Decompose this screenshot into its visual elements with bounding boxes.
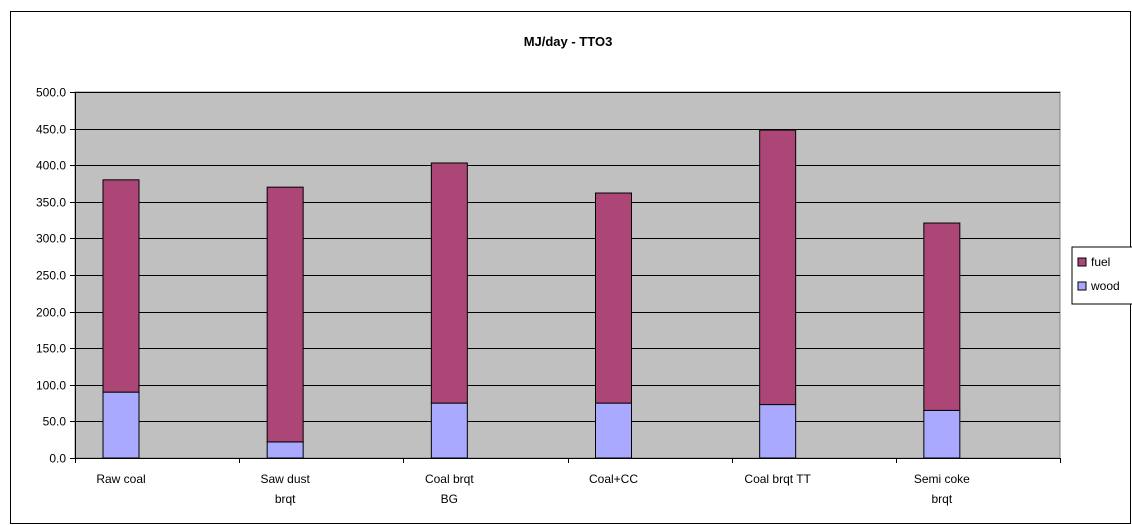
legend-label-wood: wood [1090,279,1120,293]
y-tick-label: 250.0 [36,269,66,283]
bar-fuel [759,129,797,406]
x-tick-label: BG [441,492,458,506]
bar-wood [430,402,468,459]
x-tick-label: Coal brqt [425,472,474,486]
x-tick-label: Raw coal [96,472,145,486]
y-tick-label: 150.0 [36,342,66,356]
bar-wood [759,404,797,459]
bar-wood [102,391,140,459]
y-tick-label: 50.0 [43,415,67,429]
x-tick-label: Semi coke [914,472,970,486]
legend-box [1071,246,1132,305]
x-tick-label: brqt [275,492,296,506]
bar-fuel [430,162,468,404]
y-tick-label: 450.0 [36,123,66,137]
y-tick-label: 300.0 [36,232,66,246]
legend-swatch-wood [1077,281,1087,291]
bar-wood [266,441,304,459]
bar-fuel [923,222,961,411]
bar-fuel [266,186,304,443]
y-tick-label: 350.0 [36,196,66,210]
x-tick-label: Coal+CC [589,472,638,486]
bar-wood [595,402,632,459]
bar-fuel [595,192,632,404]
x-tick-label: brqt [931,492,952,506]
y-tick-label: 400.0 [36,159,66,173]
y-tick-label: 200.0 [36,306,66,320]
bar-fuel [102,179,140,393]
y-tick-label: 500.0 [36,86,66,100]
x-tick-label: Coal brqt TT [744,472,811,486]
chart-title: MJ/day - TTO3 [524,34,613,49]
x-tick-label: Saw dust [260,472,310,486]
legend-label-fuel: fuel [1091,255,1110,269]
bar-wood [923,409,961,459]
legend-swatch-fuel [1077,257,1087,267]
y-tick-label: 0.0 [49,452,66,466]
y-tick-label: 100.0 [36,379,66,393]
